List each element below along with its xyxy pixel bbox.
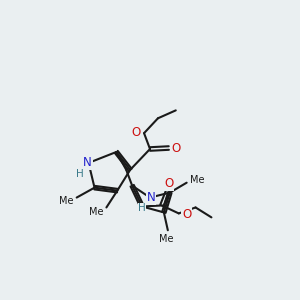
Text: Me: Me — [159, 234, 173, 244]
Text: H: H — [76, 169, 83, 179]
Text: O: O — [182, 208, 191, 221]
Text: Me: Me — [89, 207, 104, 218]
Text: N: N — [147, 191, 155, 204]
Text: Me: Me — [58, 196, 73, 206]
Text: Me: Me — [190, 175, 205, 185]
Text: O: O — [131, 126, 141, 139]
Text: O: O — [171, 142, 180, 154]
Text: N: N — [83, 156, 92, 170]
Text: H: H — [138, 203, 146, 214]
Text: O: O — [164, 177, 173, 190]
